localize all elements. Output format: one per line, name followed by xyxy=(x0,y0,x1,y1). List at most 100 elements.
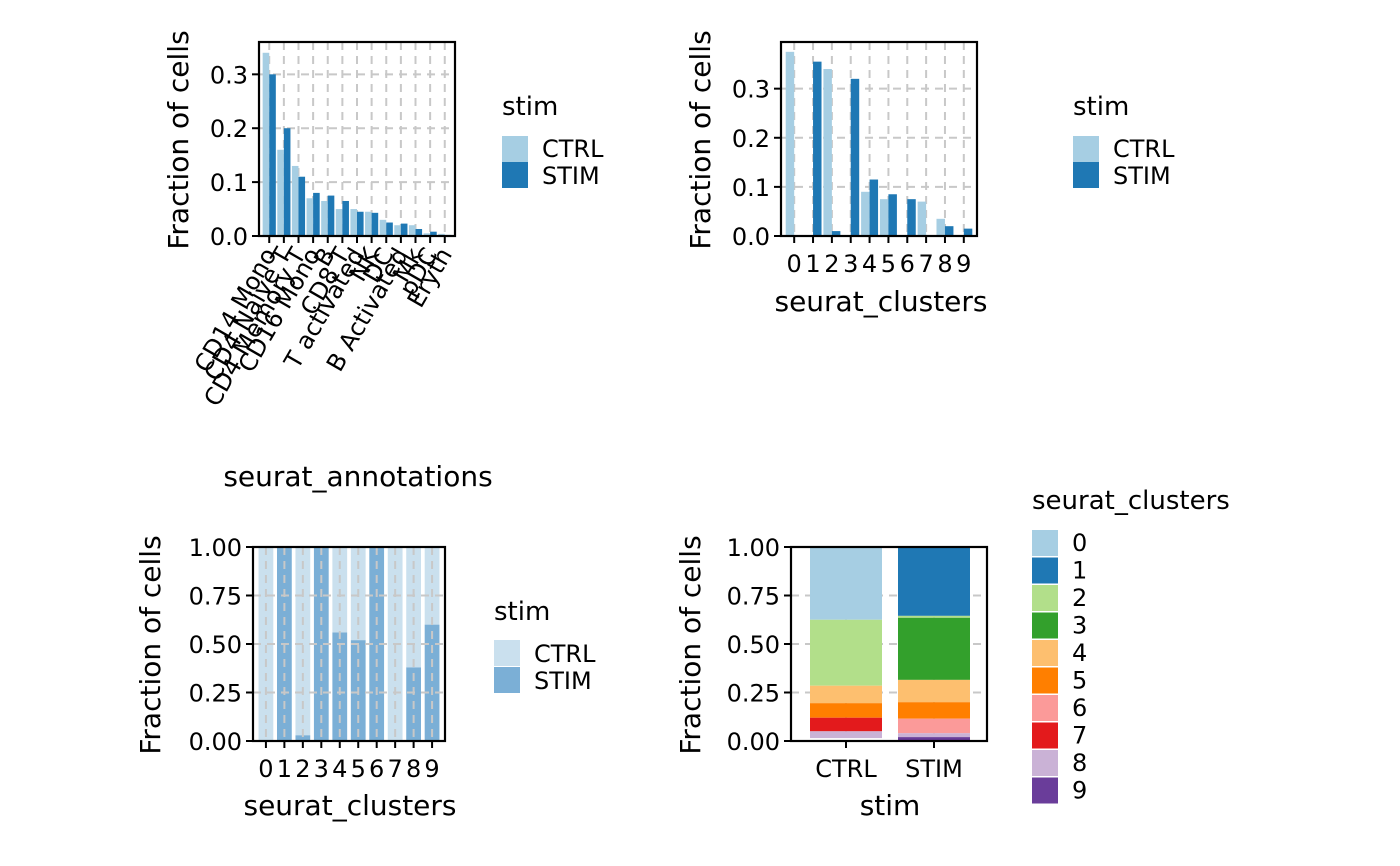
p1-bar-ctrl xyxy=(306,198,314,236)
p4-segment-cluster-9 xyxy=(898,737,970,741)
p1-y-axis-label: Fraction of cells xyxy=(162,30,195,249)
p2-x-axis-label: seurat_clusters xyxy=(774,285,987,318)
p1-bar-ctrl xyxy=(277,149,284,236)
p4-segment-cluster-0 xyxy=(810,547,882,620)
p2-bar-stim xyxy=(813,61,822,236)
p3-bar-stim xyxy=(332,632,348,741)
p2-plot-frame xyxy=(779,40,979,238)
p3-y-ticks: 0.00 0.25 0.50 0.75 1.00 xyxy=(189,534,253,756)
p4-legend-label-9: 9 xyxy=(1072,777,1087,805)
p4-segment-cluster-3 xyxy=(898,617,970,680)
p1-legend-key-ctrl xyxy=(502,136,528,162)
p1-y-tick-label: 0.3 xyxy=(210,61,248,89)
p1-bar-stim xyxy=(386,222,393,236)
p3-legend-label-ctrl: CTRL xyxy=(534,640,596,668)
p4-segment-cluster-4 xyxy=(810,685,882,704)
p2-x-tick-label: 0 xyxy=(787,250,802,278)
p2-legend-key-ctrl xyxy=(1073,136,1099,162)
p1-bar-ctrl xyxy=(423,233,431,236)
p3-x-tick-label: 2 xyxy=(295,755,310,783)
p4-legend-key-7 xyxy=(1032,722,1058,749)
p1-bar-ctrl xyxy=(291,165,299,236)
p2-legend-key-stim xyxy=(1073,162,1099,188)
p2-bar-ctrl xyxy=(936,218,945,236)
p2-y-ticks: 0.0 0.1 0.2 0.3 xyxy=(732,76,781,251)
p4-segment-cluster-6 xyxy=(898,718,970,734)
p1-bar-ctrl xyxy=(365,211,372,236)
p4-segment-cluster-7 xyxy=(810,717,882,732)
p4-x-ticks: CTRL STIM xyxy=(815,741,963,783)
p1-bar-stim xyxy=(357,211,364,236)
panel-stim-composition: 0.00 0.25 0.50 0.75 1.00 CTRL STIM stim Fract… xyxy=(674,486,1230,822)
p4-segment-cluster-2 xyxy=(810,619,882,686)
p2-legend-label-ctrl: CTRL xyxy=(1113,135,1175,163)
p4-legend-label-0: 0 xyxy=(1072,529,1087,557)
p4-y-tick-label: 0.50 xyxy=(727,631,780,659)
p3-y-tick-label: 0.50 xyxy=(189,631,242,659)
p4-legend-label-7: 7 xyxy=(1072,722,1087,750)
p2-bar-ctrl xyxy=(879,199,889,236)
p3-legend: stim CTRL STIM xyxy=(494,597,596,695)
p2-bar-ctrl xyxy=(823,69,832,236)
p1-y-tick-label: 0.1 xyxy=(210,169,248,197)
p4-legend-label-6: 6 xyxy=(1072,694,1087,722)
p4-legend-label-3: 3 xyxy=(1072,612,1087,640)
p4-y-tick-label: 0.75 xyxy=(727,583,780,611)
p4-bars xyxy=(810,547,970,741)
p2-x-tick-label: 3 xyxy=(843,250,858,278)
p1-bar-stim xyxy=(371,212,379,236)
p2-bar-stim xyxy=(944,226,954,236)
p1-bar-ctrl xyxy=(335,209,343,236)
p3-x-tick-label: 1 xyxy=(277,755,292,783)
p4-segment-cluster-8 xyxy=(898,733,970,738)
p3-bar-ctrl xyxy=(295,547,311,736)
p4-segment-cluster-1 xyxy=(898,547,970,616)
p2-bar-stim xyxy=(831,231,841,236)
p4-legend-key-8 xyxy=(1032,750,1058,776)
p3-x-tick-label: 4 xyxy=(332,755,347,783)
p2-y-tick-label: 0.0 xyxy=(732,223,770,251)
p4-segment-cluster-5 xyxy=(898,702,970,719)
p4-segment-cluster-2 xyxy=(898,615,970,618)
p1-y-ticks: 0.0 0.1 0.2 0.3 xyxy=(210,61,259,251)
p1-legend: stim CTRL STIM xyxy=(502,92,604,190)
p2-x-tick-label: 9 xyxy=(956,250,971,278)
p2-x-tick-label: 8 xyxy=(937,250,952,278)
p1-legend-title: stim xyxy=(502,92,558,122)
p3-bar-stim xyxy=(424,624,440,741)
p1-legend-key-stim xyxy=(502,162,528,188)
p4-legend-label-8: 8 xyxy=(1072,749,1087,777)
p3-y-axis-label: Fraction of cells xyxy=(134,535,167,754)
p4-y-ticks: 0.00 0.25 0.50 0.75 1.00 xyxy=(727,534,791,756)
p4-legend-label-4: 4 xyxy=(1072,639,1087,667)
p1-bar-ctrl xyxy=(379,219,387,236)
p1-bar-ctrl xyxy=(321,200,328,236)
p2-y-tick-label: 0.3 xyxy=(732,76,770,104)
p3-bar-ctrl xyxy=(424,547,440,625)
p3-x-axis-label: seurat_clusters xyxy=(243,789,456,822)
p3-y-tick-label: 0.25 xyxy=(189,680,242,708)
p2-grid xyxy=(781,42,977,237)
p2-x-tick-label: 2 xyxy=(824,250,839,278)
p4-legend-key-1 xyxy=(1032,557,1058,584)
p3-legend-key-stim xyxy=(494,667,520,693)
p2-legend: stim CTRL STIM xyxy=(1073,92,1175,190)
p4-segment-cluster-5 xyxy=(810,703,882,718)
p4-legend-label-5: 5 xyxy=(1072,667,1087,695)
p1-bar-stim xyxy=(313,192,320,236)
p3-legend-label-stim: STIM xyxy=(534,667,592,695)
p3-x-tick-label: 0 xyxy=(258,755,273,783)
p2-x-tick-label: 4 xyxy=(862,250,877,278)
p2-bars xyxy=(785,51,973,236)
p3-legend-title: stim xyxy=(494,597,550,627)
p2-bar-ctrl xyxy=(785,51,795,236)
p4-legend-key-2 xyxy=(1032,585,1058,611)
p1-legend-label-stim: STIM xyxy=(542,162,600,190)
p3-x-tick-label: 7 xyxy=(388,755,403,783)
